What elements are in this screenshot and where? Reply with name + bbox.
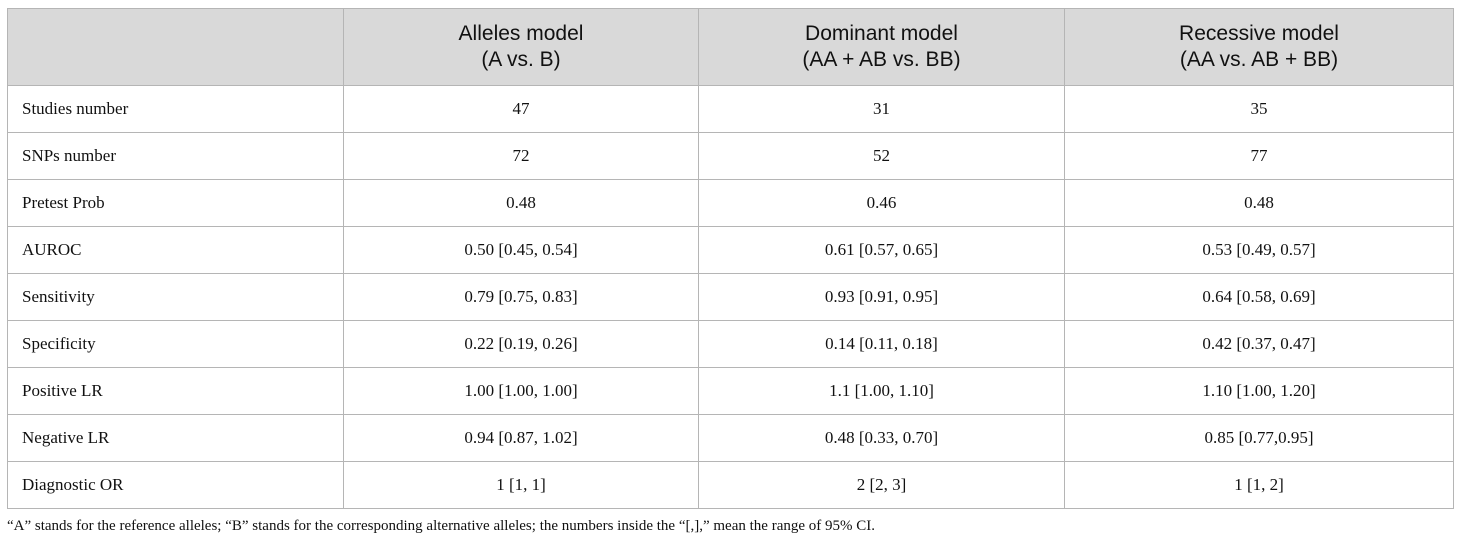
row-label: Specificity bbox=[7, 320, 344, 368]
table-cell: 0.48 [0.33, 0.70] bbox=[698, 414, 1065, 462]
row-label: Pretest Prob bbox=[7, 179, 344, 227]
row-label: Sensitivity bbox=[7, 273, 344, 321]
header-title: Dominant model bbox=[805, 22, 958, 45]
row-label: Diagnostic OR bbox=[7, 461, 344, 509]
table-footnote: “A” stands for the reference alleles; “B… bbox=[7, 518, 875, 534]
table-cell: 0.53 [0.49, 0.57] bbox=[1064, 226, 1454, 274]
table-cell: 72 bbox=[343, 132, 699, 180]
table-cell: 0.79 [0.75, 0.83] bbox=[343, 273, 699, 321]
header-title: Recessive model bbox=[1179, 22, 1339, 45]
header-recessive-model: Recessive model (AA vs. AB + BB) bbox=[1064, 8, 1454, 86]
table-cell: 0.48 bbox=[1064, 179, 1454, 227]
table-cell: 0.42 [0.37, 0.47] bbox=[1064, 320, 1454, 368]
results-table-container: Alleles model (A vs. B) Dominant model (… bbox=[7, 8, 1454, 509]
table-row: Sensitivity 0.79 [0.75, 0.83] 0.93 [0.91… bbox=[7, 273, 1454, 321]
table-row: Positive LR 1.00 [1.00, 1.00] 1.1 [1.00,… bbox=[7, 367, 1454, 415]
row-label: Studies number bbox=[7, 85, 344, 133]
table-cell: 35 bbox=[1064, 85, 1454, 133]
table-row: AUROC 0.50 [0.45, 0.54] 0.61 [0.57, 0.65… bbox=[7, 226, 1454, 274]
row-label: AUROC bbox=[7, 226, 344, 274]
table-cell: 1.1 [1.00, 1.10] bbox=[698, 367, 1065, 415]
table-row: Specificity 0.22 [0.19, 0.26] 0.14 [0.11… bbox=[7, 320, 1454, 368]
header-cell-empty bbox=[7, 8, 344, 86]
table-cell: 31 bbox=[698, 85, 1065, 133]
header-dominant-model: Dominant model (AA + AB vs. BB) bbox=[698, 8, 1065, 86]
header-alleles-model: Alleles model (A vs. B) bbox=[343, 8, 699, 86]
table-cell: 1 [1, 1] bbox=[343, 461, 699, 509]
results-table: Alleles model (A vs. B) Dominant model (… bbox=[7, 8, 1454, 509]
table-cell: 1 [1, 2] bbox=[1064, 461, 1454, 509]
table-cell: 52 bbox=[698, 132, 1065, 180]
header-title: Alleles model bbox=[458, 22, 584, 45]
header-subtitle: (AA + AB vs. BB) bbox=[802, 48, 961, 71]
table-header: Alleles model (A vs. B) Dominant model (… bbox=[7, 8, 1454, 86]
table-row: Diagnostic OR 1 [1, 1] 2 [2, 3] 1 [1, 2] bbox=[7, 461, 1454, 509]
row-label: SNPs number bbox=[7, 132, 344, 180]
header-subtitle: (A vs. B) bbox=[481, 48, 561, 71]
table-cell: 2 [2, 3] bbox=[698, 461, 1065, 509]
table-cell: 0.22 [0.19, 0.26] bbox=[343, 320, 699, 368]
row-label: Negative LR bbox=[7, 414, 344, 462]
table-cell: 0.46 bbox=[698, 179, 1065, 227]
table-cell: 47 bbox=[343, 85, 699, 133]
table-cell: 0.14 [0.11, 0.18] bbox=[698, 320, 1065, 368]
table-body: Studies number 47 31 35 SNPs number 72 5… bbox=[7, 85, 1454, 509]
header-subtitle: (AA vs. AB + BB) bbox=[1179, 48, 1339, 71]
table-cell: 0.85 [0.77,0.95] bbox=[1064, 414, 1454, 462]
table-cell: 0.50 [0.45, 0.54] bbox=[343, 226, 699, 274]
table-cell: 0.64 [0.58, 0.69] bbox=[1064, 273, 1454, 321]
table-row: Negative LR 0.94 [0.87, 1.02] 0.48 [0.33… bbox=[7, 414, 1454, 462]
table-row: Pretest Prob 0.48 0.46 0.48 bbox=[7, 179, 1454, 227]
table-cell: 1.10 [1.00, 1.20] bbox=[1064, 367, 1454, 415]
row-label: Positive LR bbox=[7, 367, 344, 415]
table-cell: 0.94 [0.87, 1.02] bbox=[343, 414, 699, 462]
table-cell: 77 bbox=[1064, 132, 1454, 180]
table-cell: 1.00 [1.00, 1.00] bbox=[343, 367, 699, 415]
table-row: Studies number 47 31 35 bbox=[7, 85, 1454, 133]
table-cell: 0.61 [0.57, 0.65] bbox=[698, 226, 1065, 274]
header-row: Alleles model (A vs. B) Dominant model (… bbox=[7, 8, 1454, 86]
table-row: SNPs number 72 52 77 bbox=[7, 132, 1454, 180]
table-cell: 0.93 [0.91, 0.95] bbox=[698, 273, 1065, 321]
table-cell: 0.48 bbox=[343, 179, 699, 227]
